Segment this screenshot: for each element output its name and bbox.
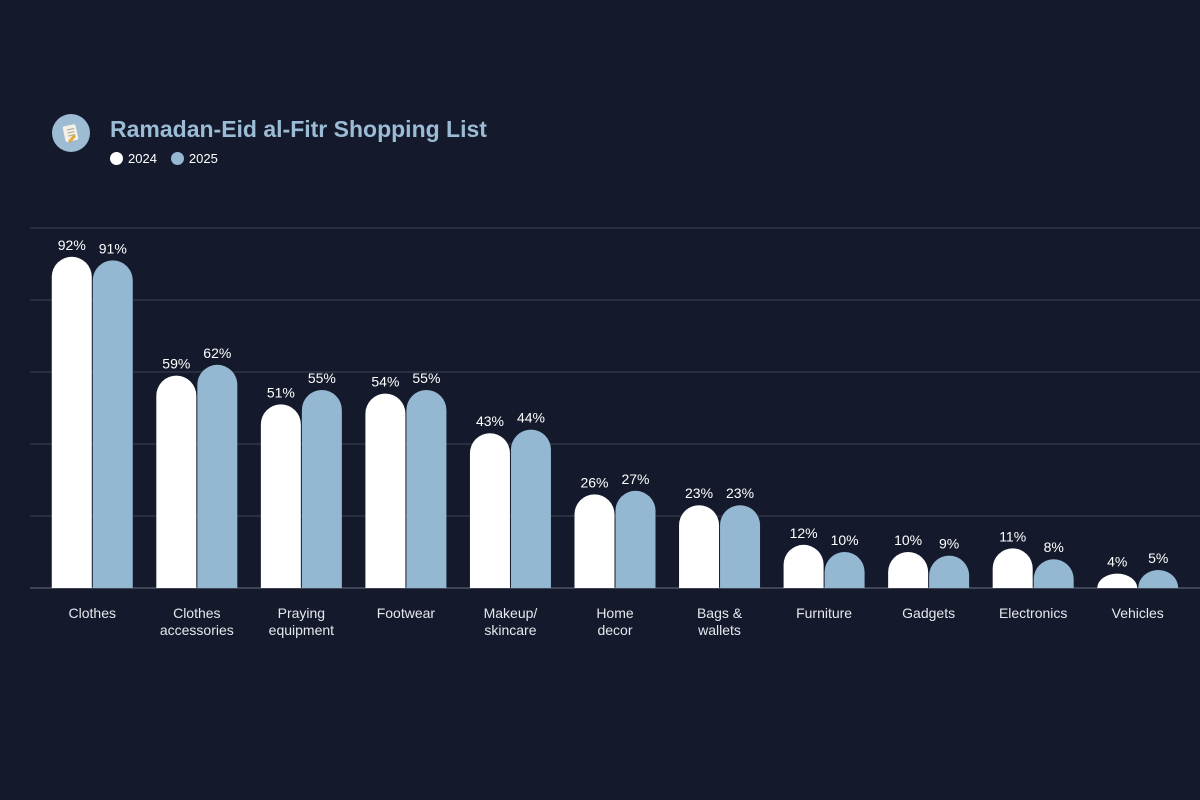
value-label-2024-4: 43% bbox=[476, 413, 504, 429]
category-label-4: Makeup/skincare bbox=[484, 605, 538, 638]
bar-2024-8 bbox=[888, 552, 929, 588]
bar-2025-9 bbox=[1033, 559, 1074, 588]
category-label-0: Clothes bbox=[69, 605, 116, 621]
chart-legend: 2024 2025 bbox=[110, 151, 218, 166]
value-label-2025-9: 8% bbox=[1044, 539, 1064, 555]
bar-2025-0 bbox=[92, 260, 133, 588]
category-label-2: Praying equipment bbox=[269, 605, 334, 638]
value-label-2024-5: 26% bbox=[580, 474, 608, 490]
bar-2024-3 bbox=[365, 393, 406, 588]
category-label-6: Bags & wallets bbox=[697, 605, 743, 638]
value-label-2025-5: 27% bbox=[621, 471, 649, 487]
bar-2025-3 bbox=[406, 390, 447, 588]
chart-title: Ramadan-Eid al-Fitr Shopping List bbox=[110, 116, 487, 142]
value-label-2024-10: 4% bbox=[1107, 554, 1127, 570]
value-label-2025-7: 10% bbox=[831, 532, 859, 548]
category-label-1: Clothes accessories bbox=[160, 605, 234, 638]
legend-label-2024: 2024 bbox=[128, 151, 157, 166]
value-label-2024-6: 23% bbox=[685, 485, 713, 501]
value-label-2025-6: 23% bbox=[726, 485, 754, 501]
bar-2025-10 bbox=[1138, 570, 1179, 588]
value-label-2025-4: 44% bbox=[517, 410, 545, 426]
legend-swatch-2025 bbox=[170, 152, 184, 165]
value-label-2025-10: 5% bbox=[1148, 550, 1168, 566]
category-label-7: Furniture bbox=[796, 605, 852, 621]
category-label-3: Footwear bbox=[377, 605, 436, 621]
bar-2025-8 bbox=[929, 555, 970, 588]
value-label-2024-3: 54% bbox=[371, 374, 399, 390]
bar-2024-7 bbox=[783, 544, 824, 588]
value-label-2025-2: 55% bbox=[308, 370, 336, 386]
bar-2025-2 bbox=[301, 390, 342, 588]
bar-2024-1 bbox=[156, 375, 197, 588]
legend-label-2025: 2025 bbox=[188, 151, 218, 166]
bar-2024-5 bbox=[574, 494, 615, 588]
bar-2025-5 bbox=[615, 490, 656, 588]
value-label-2024-9: 11% bbox=[999, 528, 1026, 544]
chart-header: Ramadan-Eid al-Fitr Shopping List 2024 2… bbox=[52, 112, 752, 172]
bar-2024-0 bbox=[51, 256, 92, 588]
category-label-8: Gadgets bbox=[902, 605, 955, 621]
category-label-10: Vehicles bbox=[1112, 605, 1164, 621]
value-label-2024-0: 92% bbox=[58, 237, 86, 253]
bar-2024-4 bbox=[469, 433, 510, 588]
category-label-5: Home decor bbox=[596, 605, 634, 638]
value-label-2024-7: 12% bbox=[790, 525, 818, 541]
bar-2025-1 bbox=[197, 364, 238, 588]
bar-2025-7 bbox=[824, 552, 865, 588]
value-label-2024-2: 51% bbox=[267, 384, 295, 400]
bar-2025-4 bbox=[510, 429, 551, 588]
legend-item-2024: 2024 bbox=[110, 151, 157, 166]
value-label-2025-0: 91% bbox=[99, 240, 127, 256]
value-label-2024-8: 10% bbox=[894, 532, 922, 548]
value-label-2025-3: 55% bbox=[412, 370, 440, 386]
bar-2024-2 bbox=[260, 404, 301, 588]
bar-2024-9 bbox=[992, 548, 1033, 588]
value-label-2025-8: 9% bbox=[939, 536, 959, 552]
bar-2024-10 bbox=[1097, 573, 1138, 588]
legend-swatch-2024 bbox=[110, 152, 123, 165]
bar-2024-6 bbox=[679, 505, 720, 588]
shopping-list-icon bbox=[52, 114, 90, 152]
legend-item-2025: 2025 bbox=[170, 151, 218, 166]
bar-2025-6 bbox=[720, 505, 761, 588]
value-label-2024-1: 59% bbox=[162, 356, 190, 372]
category-label-9: Electronics bbox=[999, 605, 1067, 621]
value-label-2025-1: 62% bbox=[203, 345, 231, 361]
